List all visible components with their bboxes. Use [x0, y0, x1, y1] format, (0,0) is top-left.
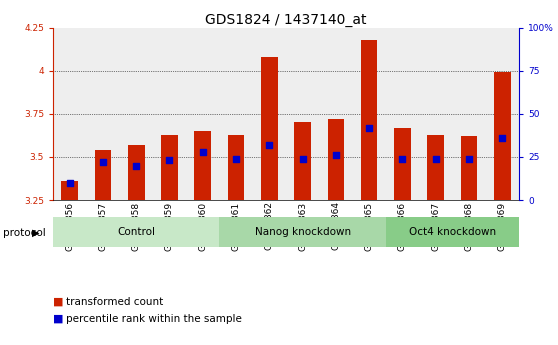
Text: ▶: ▶ — [32, 228, 40, 238]
Text: Control: Control — [117, 227, 155, 237]
Bar — [219, 217, 386, 247]
Text: ■: ■ — [53, 297, 64, 307]
Bar — [286, 28, 319, 200]
Bar — [394, 128, 411, 200]
Bar — [186, 28, 219, 200]
Bar — [253, 28, 286, 200]
Bar — [95, 150, 111, 200]
Point — [132, 163, 141, 168]
Bar — [153, 28, 186, 200]
Bar — [386, 217, 519, 247]
Bar — [328, 119, 344, 200]
Bar — [194, 131, 211, 200]
Title: GDS1824 / 1437140_at: GDS1824 / 1437140_at — [205, 12, 367, 27]
Bar — [86, 28, 119, 200]
Bar — [461, 136, 477, 200]
Bar — [319, 28, 353, 200]
Point — [232, 156, 240, 161]
Text: Oct4 knockdown: Oct4 knockdown — [409, 227, 496, 237]
Text: protocol: protocol — [3, 228, 46, 238]
Bar — [485, 28, 519, 200]
Point — [331, 152, 340, 158]
Point — [398, 156, 407, 161]
Bar — [353, 28, 386, 200]
Bar — [53, 217, 219, 247]
Text: transformed count: transformed count — [66, 297, 163, 307]
Point — [265, 142, 274, 148]
Bar — [386, 28, 419, 200]
Text: ■: ■ — [53, 314, 64, 324]
Point — [431, 156, 440, 161]
Bar — [119, 28, 153, 200]
Bar — [427, 135, 444, 200]
Point — [65, 180, 74, 186]
Bar — [453, 28, 485, 200]
Bar — [219, 28, 253, 200]
Bar — [294, 122, 311, 200]
Point — [165, 158, 174, 163]
Point — [98, 159, 107, 165]
Point — [465, 156, 474, 161]
Bar — [361, 40, 378, 200]
Text: percentile rank within the sample: percentile rank within the sample — [66, 314, 242, 324]
Bar — [128, 145, 145, 200]
Bar — [261, 57, 278, 200]
Bar — [61, 181, 78, 200]
Point — [298, 156, 307, 161]
Bar — [419, 28, 453, 200]
Bar — [494, 72, 511, 200]
Point — [498, 135, 507, 141]
Text: Nanog knockdown: Nanog knockdown — [254, 227, 350, 237]
Bar — [53, 28, 86, 200]
Point — [365, 125, 374, 130]
Bar — [228, 135, 244, 200]
Point — [198, 149, 207, 155]
Bar — [161, 135, 178, 200]
